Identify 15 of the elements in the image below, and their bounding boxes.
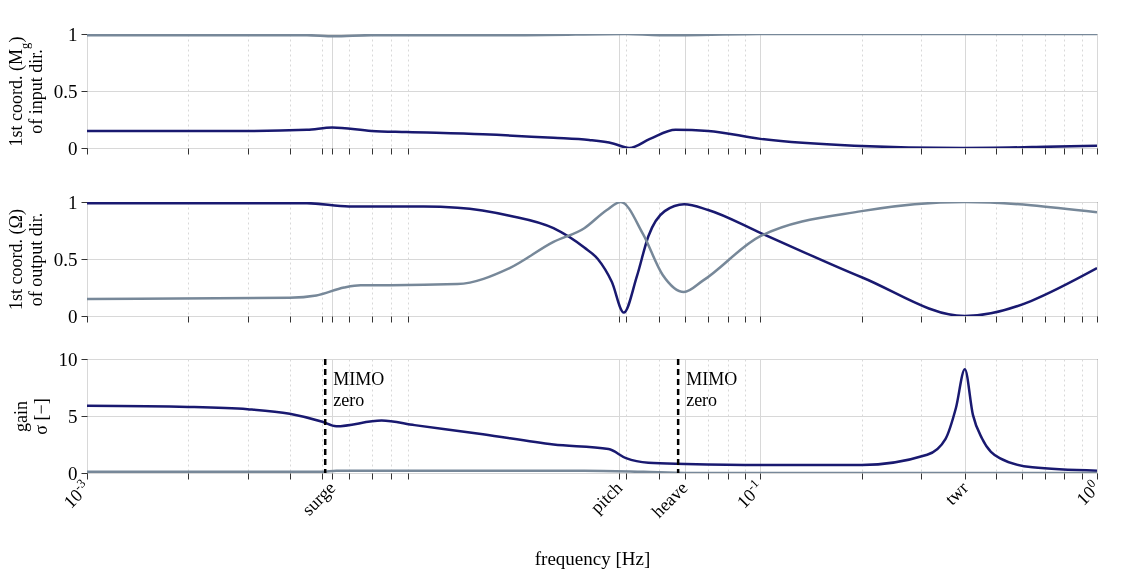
ref-line-label: MIMO zero [686, 369, 738, 410]
y-tick-label: 1 [68, 191, 78, 213]
x-axis-title: frequency [Hz] [534, 548, 651, 570]
y-tick-label: 0.5 [53, 248, 78, 270]
y-tick-label: 1 [68, 23, 78, 45]
y-tick-label: 10 [58, 348, 78, 370]
ref-line-label: MIMO zero [333, 369, 385, 410]
y-tick-label: 5 [68, 405, 78, 427]
y-tick-label: 0 [68, 137, 78, 159]
y-axis-title: gain σ [−] [10, 398, 51, 435]
x-tick-label: twr [940, 477, 973, 509]
y-tick-label: 0 [68, 305, 78, 327]
y-tick-label: 0 [68, 462, 78, 484]
y-tick-label: 0.5 [53, 80, 78, 102]
y-axis-title: 1st coord. (Ω) of output dir. [5, 209, 46, 310]
